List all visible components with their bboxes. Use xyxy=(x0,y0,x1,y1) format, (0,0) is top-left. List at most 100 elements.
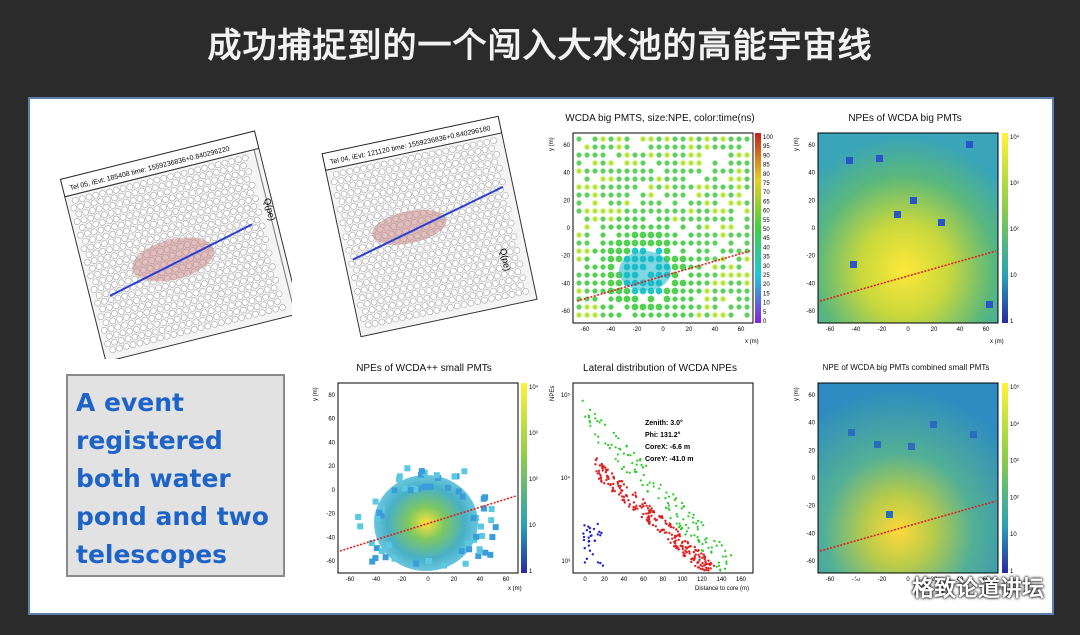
camera-pixel xyxy=(230,237,237,244)
pmt-hit xyxy=(744,136,750,142)
camera-pixel xyxy=(437,191,445,199)
pmt-hit xyxy=(631,303,639,311)
pmt-hit xyxy=(712,232,718,238)
pmt-hit xyxy=(608,216,614,222)
pmt-hit xyxy=(728,224,734,230)
lateral-point xyxy=(715,565,718,568)
camera-pixel xyxy=(253,274,261,281)
lateral-point xyxy=(664,506,668,509)
pmt-cell xyxy=(426,558,433,565)
camera-pixel xyxy=(84,230,91,237)
camera-pixel xyxy=(466,228,474,235)
pmt-hit xyxy=(592,272,598,278)
lateral-point xyxy=(683,540,687,543)
camera-pixel xyxy=(414,303,422,311)
pmt-hit xyxy=(688,200,694,206)
camera-pixel xyxy=(90,257,98,264)
camera-pixel xyxy=(438,263,445,270)
camera-pixel xyxy=(419,310,427,317)
pmt-hit xyxy=(736,264,742,270)
camera-pixel xyxy=(378,168,386,175)
lateral-point xyxy=(704,541,708,544)
pmt-hit xyxy=(672,208,678,214)
pmt-hit xyxy=(608,184,614,190)
camera-pixel xyxy=(493,151,500,158)
camera-pixel xyxy=(387,309,394,317)
camera-pixel xyxy=(377,247,385,254)
lateral-point xyxy=(707,559,710,562)
lateral-point xyxy=(617,484,620,488)
pmt-hit xyxy=(728,208,734,214)
lateral-point xyxy=(672,493,675,496)
lateral-point xyxy=(640,463,643,467)
camera-pixel xyxy=(360,165,367,172)
camera-pixel xyxy=(114,265,122,273)
camera-pixel xyxy=(92,192,100,199)
pmt-hit xyxy=(736,256,742,262)
comb-ytick: 20 xyxy=(808,448,815,454)
pmt-hit xyxy=(616,192,622,198)
comb-xtick: 0 xyxy=(906,577,910,583)
camera-pixel xyxy=(165,325,173,332)
camera-pixel xyxy=(118,192,125,200)
lateral-point xyxy=(585,557,589,561)
lateral-point xyxy=(642,498,645,501)
camera-pixel xyxy=(191,297,198,304)
timing-scale-label: 60 xyxy=(763,209,770,215)
camera-pixel xyxy=(214,190,222,197)
small-scale-label: 10³ xyxy=(529,431,538,437)
camera-pixel xyxy=(136,282,144,289)
pmt-hit xyxy=(704,256,710,262)
lateral-point xyxy=(662,528,666,532)
camera-pixel xyxy=(420,180,428,188)
pmt-hit xyxy=(736,152,742,158)
camera-pixel xyxy=(89,236,96,243)
camera-pixel xyxy=(485,231,492,239)
lateral-point xyxy=(705,537,708,540)
camera-pixel xyxy=(160,203,168,211)
camera-pixel xyxy=(468,170,476,178)
timing-scale-label: 30 xyxy=(763,264,770,270)
timing-ytick: -40 xyxy=(561,281,570,287)
camera-pixel xyxy=(208,163,215,170)
camera-pixel xyxy=(126,241,134,248)
big-scale-label: 10 xyxy=(1010,273,1017,279)
camera-pixel xyxy=(247,305,254,312)
lat-ytick: 10⁴ xyxy=(561,475,571,482)
camera-pixel xyxy=(348,210,356,218)
pmt-hit xyxy=(679,255,687,263)
big-ytick: -60 xyxy=(806,309,815,315)
pmt-hit xyxy=(672,136,678,142)
camera-pixel xyxy=(490,137,497,145)
pmt-hit xyxy=(584,184,590,190)
pmt-hit xyxy=(600,240,606,246)
lateral-point xyxy=(628,471,631,474)
camera-pixel xyxy=(204,236,212,243)
pmt-hit xyxy=(664,136,670,142)
camera-pixel xyxy=(492,280,499,287)
camera-pixel xyxy=(424,266,432,273)
lateral-point xyxy=(590,534,593,537)
lateral-point xyxy=(617,493,621,496)
lateral-point xyxy=(622,465,625,469)
camera-pixel xyxy=(522,288,529,295)
camera-pixel xyxy=(453,181,460,188)
camera-pixel xyxy=(241,270,249,277)
camera-pixel xyxy=(180,285,188,292)
camera-pixel xyxy=(146,178,154,185)
camera-pixel xyxy=(192,203,200,210)
camera-pixel xyxy=(160,232,168,240)
camera-pixel xyxy=(158,211,166,219)
camera-pixel xyxy=(240,220,247,227)
lateral-point xyxy=(687,526,690,530)
camera-pixel xyxy=(107,267,115,275)
lateral-point xyxy=(675,504,678,508)
lateral-point xyxy=(650,514,653,518)
camera-pixel xyxy=(487,274,494,281)
pmt-hit xyxy=(728,152,734,158)
lateral-point xyxy=(647,516,651,519)
camera-pixel xyxy=(392,265,399,273)
camera-pixel xyxy=(197,324,205,332)
camera-pixel xyxy=(228,215,235,223)
camera-pixel xyxy=(467,299,475,307)
